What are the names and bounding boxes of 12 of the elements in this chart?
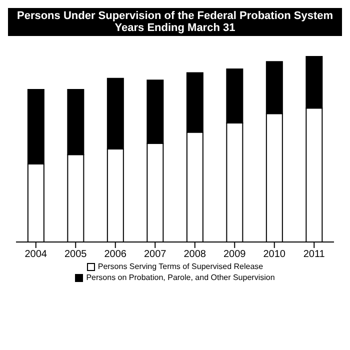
x-tick-label: 2008 xyxy=(184,249,206,260)
x-tick-label: 2005 xyxy=(64,249,88,260)
x-tick-label: 2011 xyxy=(303,249,326,260)
legend-label: Persons Serving Terms of Supervised Release xyxy=(98,262,264,271)
legend-label: Persons on Probation, Parole, and Other Supervision xyxy=(86,273,275,282)
x-tick-label: 2004 xyxy=(24,249,48,260)
x-tick-label: 2009 xyxy=(224,249,246,260)
chart-subtitle: Years Ending March 31 xyxy=(114,22,236,34)
chart-title: Persons Under Supervision of the Federal Probation System xyxy=(16,10,334,22)
x-tick-label: 2007 xyxy=(144,249,167,260)
x-tick-label: 2006 xyxy=(104,249,127,260)
x-tick-label: 2010 xyxy=(263,249,286,260)
